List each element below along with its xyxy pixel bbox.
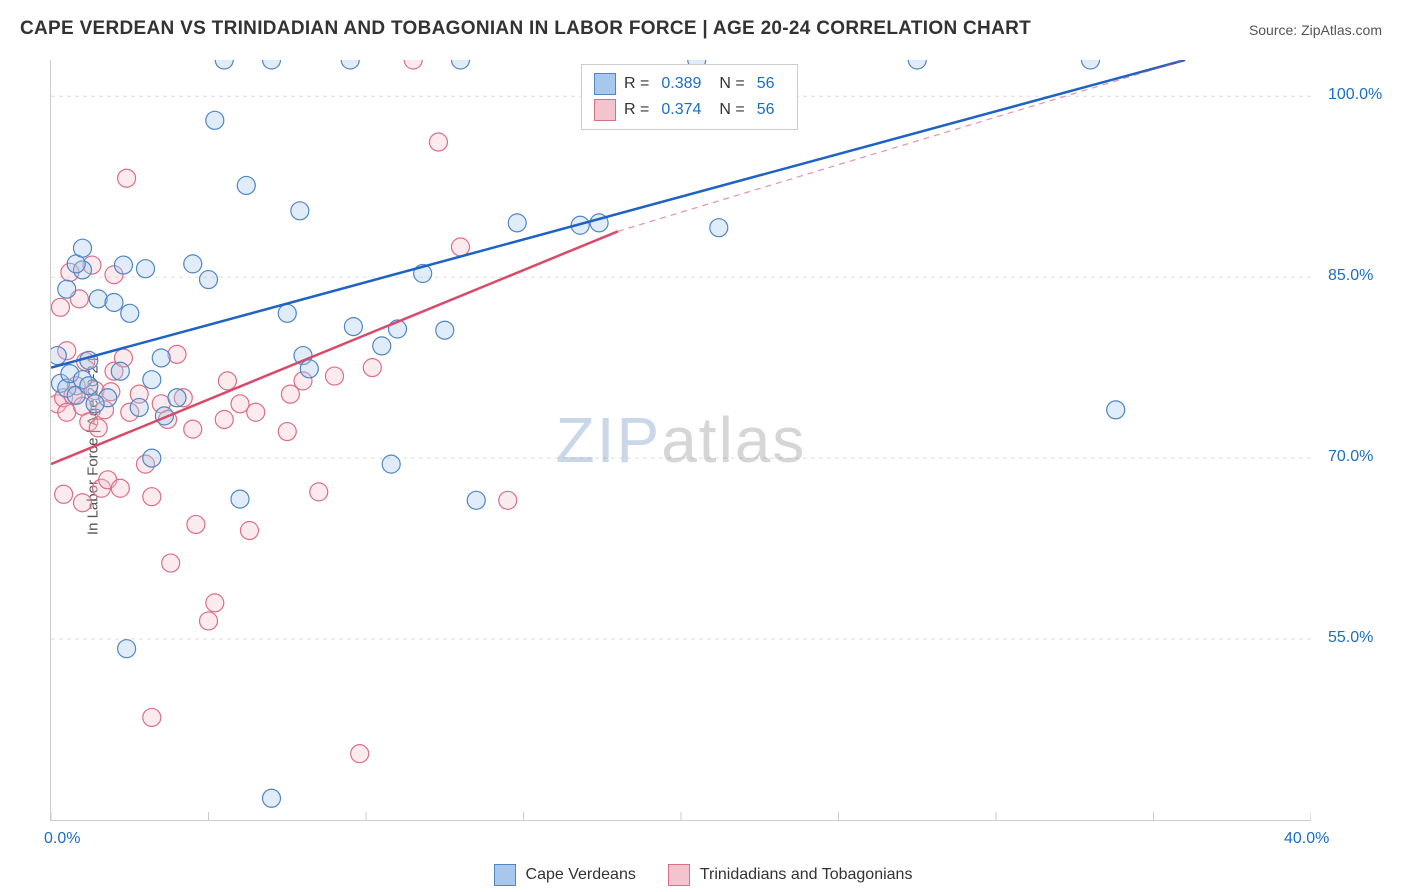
- legend-swatch: [494, 864, 516, 886]
- chart-svg: [51, 60, 1311, 820]
- n-value: 56: [757, 97, 775, 123]
- n-label: N =: [719, 97, 744, 123]
- r-label: R =: [624, 71, 649, 97]
- chart-title: CAPE VERDEAN VS TRINIDADIAN AND TOBAGONI…: [20, 18, 1031, 40]
- chart-container: CAPE VERDEAN VS TRINIDADIAN AND TOBAGONI…: [0, 0, 1406, 892]
- y-tick-label: 70.0%: [1328, 448, 1373, 466]
- series-legend-item: Trinidadians and Tobagonians: [668, 864, 913, 886]
- r-label: R =: [624, 97, 649, 123]
- legend-swatch: [668, 864, 690, 886]
- series-legend-label: Cape Verdeans: [526, 866, 636, 884]
- legend-swatch: [594, 73, 616, 95]
- y-tick-label: 55.0%: [1328, 629, 1373, 647]
- correlation-legend-row: R = 0.389 N = 56: [594, 71, 785, 97]
- correlation-legend: R = 0.389 N = 56 R = 0.374 N = 56: [581, 64, 798, 130]
- series-legend: Cape Verdeans Trinidadians and Tobagonian…: [0, 864, 1406, 886]
- x-tick-label: 40.0%: [1284, 830, 1329, 848]
- x-tick-label: 0.0%: [44, 830, 80, 848]
- series-legend-item: Cape Verdeans: [494, 864, 636, 886]
- series-legend-label: Trinidadians and Tobagonians: [700, 866, 913, 884]
- r-value: 0.389: [661, 71, 701, 97]
- correlation-legend-row: R = 0.374 N = 56: [594, 97, 785, 123]
- n-value: 56: [757, 71, 775, 97]
- source-attribution: Source: ZipAtlas.com: [1249, 22, 1382, 38]
- legend-swatch: [594, 99, 616, 121]
- y-tick-label: 100.0%: [1328, 86, 1382, 104]
- y-tick-label: 85.0%: [1328, 267, 1373, 285]
- n-label: N =: [719, 71, 744, 97]
- plot-area: ZIPatlas R =0.389N =56R =0.374N =56: [50, 60, 1311, 821]
- r-value: 0.374: [661, 97, 701, 123]
